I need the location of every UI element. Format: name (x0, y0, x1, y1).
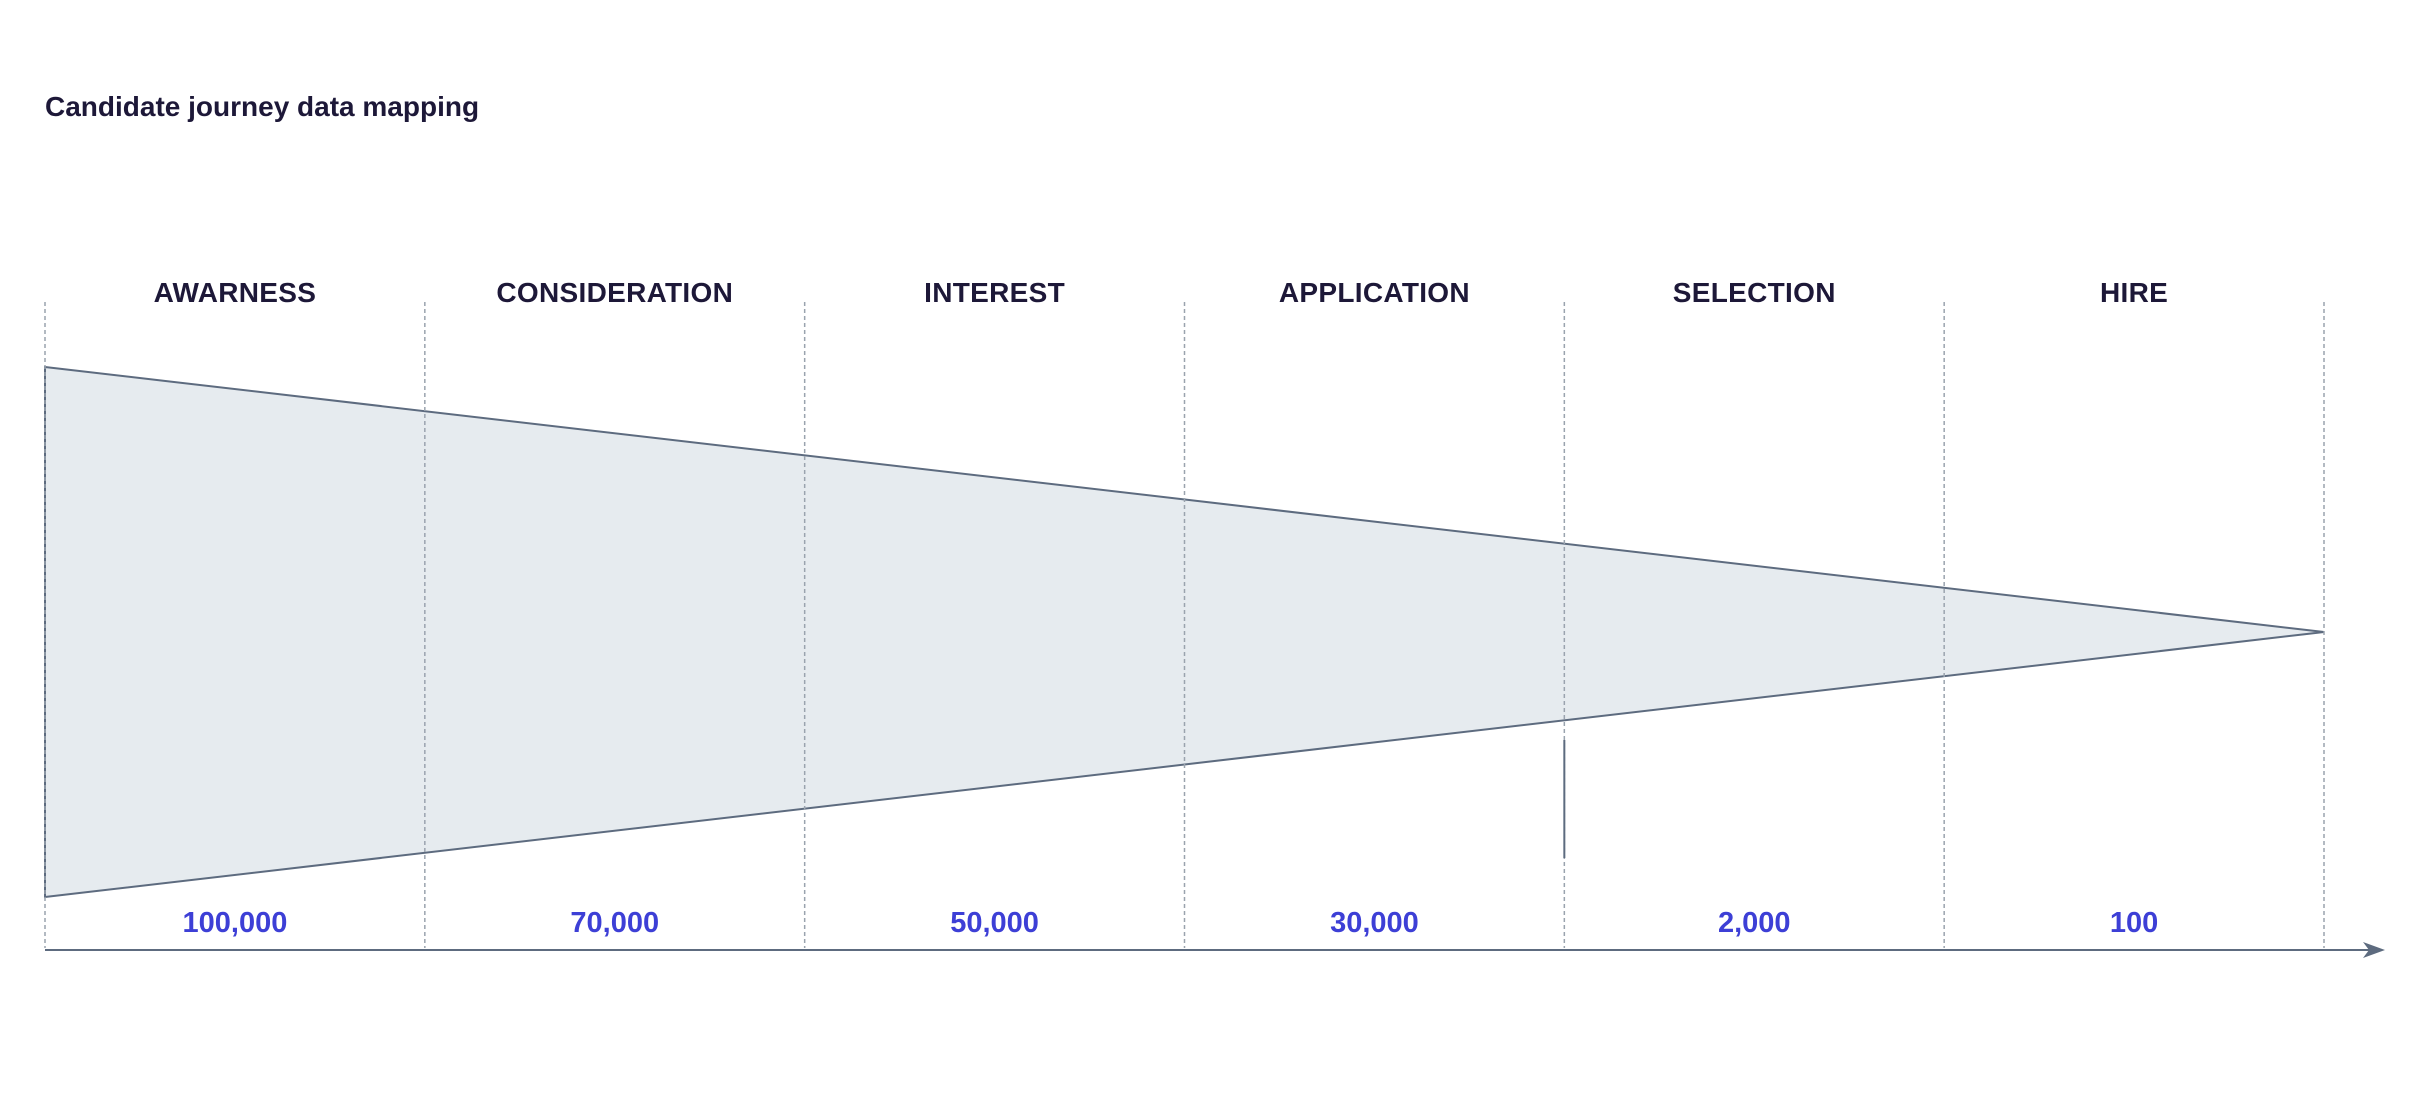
stage-value-label: 70,000 (570, 907, 659, 939)
stage-label: APPLICATION (1279, 277, 1470, 308)
stage-label: AWARNESS (154, 277, 317, 308)
x-axis-arrowhead (2363, 942, 2385, 958)
stage-values: 100,000 70,000 50,000 30,000 2,000 100 (183, 907, 2159, 939)
stage-dividers (44, 302, 2325, 948)
x-axis (45, 942, 2385, 958)
stage-value-label: 30,000 (1330, 907, 1419, 939)
stage-value-label: 2,000 (1718, 907, 1791, 939)
stage-value-label: 50,000 (950, 907, 1039, 939)
chart-title: Candidate journey data mapping (45, 91, 479, 122)
stage-label: CONSIDERATION (496, 277, 733, 308)
stage-labels: AWARNESS CONSIDERATION INTEREST APPLICATION… (154, 277, 2168, 308)
stage-label: HIRE (2100, 277, 2168, 308)
stage-label: SELECTION (1673, 277, 1836, 308)
stage-label: INTEREST (924, 277, 1065, 308)
stage-value-label: 100,000 (183, 907, 288, 939)
stage-value-label: 100 (2110, 907, 2158, 939)
